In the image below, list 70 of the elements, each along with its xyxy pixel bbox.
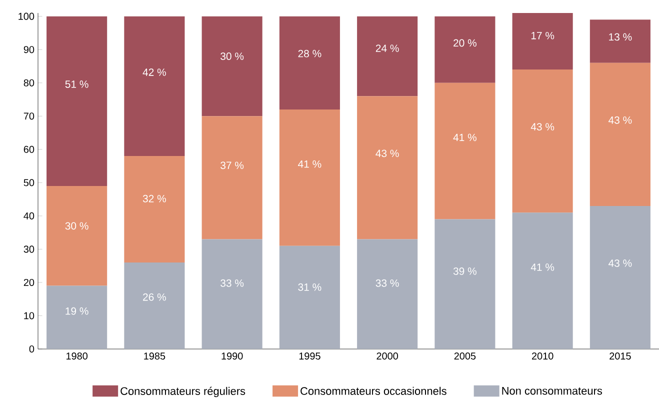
- y-tick-label: 70: [24, 112, 34, 120]
- data-label: 13 %: [609, 33, 632, 41]
- bar: [590, 20, 650, 63]
- x-tick-label: 1980: [66, 352, 88, 360]
- y-tick-label: 60: [24, 146, 34, 153]
- bar: [512, 70, 573, 213]
- data-label: 43 %: [608, 116, 632, 124]
- data-label: 26 %: [143, 293, 166, 301]
- bar: [512, 212, 573, 349]
- data-label: 43 %: [376, 150, 399, 158]
- bar: [357, 16, 418, 96]
- bar: [279, 246, 340, 349]
- bar: [357, 96, 418, 240]
- data-label: 31 %: [298, 283, 322, 291]
- data-label: 33 %: [376, 279, 399, 287]
- bar: [46, 186, 108, 286]
- data-label: 30 %: [220, 52, 244, 60]
- y-tick-label: 20: [24, 278, 34, 286]
- x-tick-label: 1995: [299, 352, 320, 360]
- legend-label: Consommateurs réguliers: [120, 386, 246, 398]
- data-label: 41 %: [530, 264, 554, 271]
- data-label: 33 %: [220, 279, 244, 287]
- y-tick-label: 80: [24, 79, 34, 86]
- y-tick-label: 100: [18, 12, 34, 20]
- data-label: 19 %: [66, 307, 88, 315]
- x-tick-label: 1985: [144, 352, 166, 360]
- bar: [279, 16, 340, 110]
- y-tick-label: 30: [24, 246, 34, 253]
- bar: [124, 156, 185, 263]
- data-label: 43 %: [530, 123, 554, 130]
- y-tick-label: 10: [24, 312, 34, 320]
- bar: [46, 286, 108, 349]
- data-label: 30 %: [65, 222, 88, 230]
- x-tick-label: 2015: [610, 352, 631, 360]
- bar: [357, 239, 418, 349]
- x-tick-label: 2010: [532, 352, 554, 360]
- y-tick-label: 50: [24, 179, 34, 186]
- legend-label: Consommateurs occasionnels: [300, 386, 446, 395]
- y-tick-label: 40: [24, 212, 34, 220]
- bar: [202, 239, 262, 349]
- legend-label: Non consommateurs: [502, 387, 602, 395]
- data-label: 39 %: [453, 267, 476, 275]
- x-tick-label: 1990: [222, 352, 243, 360]
- data-label: 20 %: [454, 39, 476, 47]
- x-tick-label: 2005: [454, 352, 476, 360]
- y-tick-label: 90: [24, 46, 34, 54]
- data-label: 42 %: [142, 68, 166, 76]
- data-label: 32 %: [142, 194, 166, 202]
- data-label: 24 %: [376, 44, 399, 52]
- bar: [279, 109, 340, 246]
- bar: [512, 12, 573, 70]
- bar: [46, 16, 108, 186]
- bar: [124, 16, 185, 156]
- x-tick-label: 2000: [376, 352, 398, 360]
- bar: [434, 82, 496, 220]
- data-label: 17 %: [531, 32, 554, 40]
- bar: [124, 262, 185, 349]
- data-label: 51 %: [65, 80, 88, 88]
- data-label: 28 %: [298, 50, 322, 58]
- bar: [202, 16, 262, 116]
- data-label: 37 %: [220, 162, 244, 170]
- bar: [434, 219, 496, 349]
- bar: [434, 16, 496, 83]
- bar: [202, 116, 262, 240]
- data-label: 41 %: [298, 160, 322, 168]
- y-tick-label: 0: [29, 345, 34, 353]
- bar: [590, 62, 650, 206]
- data-label: 43 %: [608, 259, 632, 267]
- data-label: 41 %: [453, 134, 476, 142]
- bar: [590, 206, 650, 349]
